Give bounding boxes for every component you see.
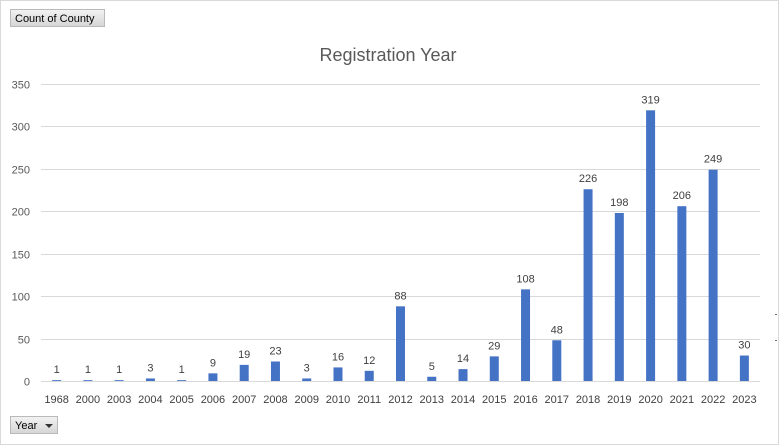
- bar-2017[interactable]: [552, 340, 562, 381]
- year-field-label: Year: [15, 420, 38, 432]
- x-tick-label: 2013: [420, 394, 444, 406]
- bar-2020[interactable]: [646, 110, 656, 381]
- data-label-2013: 5: [429, 361, 435, 373]
- x-tick-label: 2021: [670, 394, 694, 406]
- data-label-2012: 88: [394, 290, 406, 302]
- dropdown-arrow-icon: [45, 424, 53, 428]
- data-label-2023: 30: [738, 340, 750, 352]
- bar-2014[interactable]: [458, 369, 468, 381]
- bar-2022[interactable]: [708, 169, 718, 381]
- bar-2005[interactable]: [177, 380, 187, 381]
- bar-2013[interactable]: [427, 376, 437, 381]
- x-tick-label: 2003: [107, 394, 131, 406]
- x-tick-label: 2020: [638, 394, 662, 406]
- x-tick-label: 2010: [326, 394, 350, 406]
- count-of-county-field-button[interactable]: Count of County: [10, 9, 105, 27]
- bar-2007[interactable]: [239, 364, 249, 381]
- gridlines: [41, 84, 760, 382]
- bar-2003[interactable]: [114, 380, 124, 381]
- bar-2006[interactable]: [208, 373, 218, 381]
- x-tick-label: 2006: [201, 394, 225, 406]
- bar-2021[interactable]: [677, 206, 687, 381]
- bar-2019[interactable]: [614, 212, 624, 381]
- data-label-2020: 319: [641, 94, 659, 106]
- x-tick-label: 2005: [169, 394, 193, 406]
- selection-handle-icon: [775, 340, 777, 341]
- x-tick-label: 2023: [732, 394, 756, 406]
- bar-2004[interactable]: [145, 378, 155, 381]
- data-label-2016: 108: [516, 273, 534, 285]
- year-field-button[interactable]: Year: [10, 416, 58, 434]
- bar-1968[interactable]: [52, 380, 62, 381]
- selection-handle-icon: [775, 314, 777, 315]
- y-tick-label: 350: [12, 80, 30, 92]
- data-label-2011: 12: [363, 355, 375, 367]
- data-label-2010: 16: [332, 351, 344, 363]
- data-label-2005: 1: [179, 364, 185, 376]
- x-tick-label: 2009: [294, 394, 318, 406]
- y-tick-label: 150: [12, 250, 30, 262]
- x-tick-label: 2022: [701, 394, 725, 406]
- bar-2010[interactable]: [333, 367, 343, 381]
- bar-2015[interactable]: [489, 356, 499, 381]
- data-label-2017: 48: [551, 324, 563, 336]
- data-label-2015: 29: [488, 340, 500, 352]
- x-tick-label: 2015: [482, 394, 506, 406]
- x-tick-label: 2007: [232, 394, 256, 406]
- bar-2008[interactable]: [270, 361, 280, 381]
- x-axis-tick-labels: 1968 2000 2003 2004 2005 2006 2007 2008 2009 2010…: [44, 394, 756, 406]
- data-label-2018: 226: [579, 173, 597, 185]
- y-tick-label: 200: [12, 207, 30, 219]
- data-label-2009: 3: [304, 362, 310, 374]
- x-tick-label: 2008: [263, 394, 287, 406]
- bar-2016[interactable]: [521, 289, 531, 381]
- x-tick-label: 1968: [44, 394, 68, 406]
- data-label-2008: 23: [269, 345, 281, 357]
- bar-2018[interactable]: [583, 189, 593, 381]
- data-label-2014: 14: [457, 353, 469, 365]
- bar-2011[interactable]: [364, 370, 374, 381]
- data-label-2021: 206: [673, 190, 691, 202]
- chart-title: Registration Year: [319, 45, 456, 65]
- bar-2000[interactable]: [83, 380, 93, 381]
- x-tick-label: 2000: [76, 394, 100, 406]
- y-axis-tick-labels: 0 50 100 150 200 250 300 350: [12, 80, 30, 389]
- x-tick-label: 2016: [513, 394, 537, 406]
- x-tick-label: 2017: [545, 394, 569, 406]
- y-tick-label: 250: [12, 165, 30, 177]
- y-tick-label: 50: [18, 335, 30, 347]
- x-tick-label: 2012: [388, 394, 412, 406]
- bars: [52, 110, 749, 381]
- y-tick-label: 0: [24, 377, 30, 389]
- x-tick-label: 2004: [138, 394, 162, 406]
- x-tick-label: 2019: [607, 394, 631, 406]
- data-label-2022: 249: [704, 154, 722, 166]
- x-tick-label: 2018: [576, 394, 600, 406]
- data-label-2004: 3: [147, 362, 153, 374]
- data-label-2006: 9: [210, 357, 216, 369]
- bar-2009[interactable]: [302, 378, 312, 381]
- data-label-1968: 1: [54, 364, 60, 376]
- y-tick-label: 300: [12, 122, 30, 134]
- y-tick-label: 100: [12, 292, 30, 304]
- data-label-2007: 19: [238, 349, 250, 361]
- bar-2012[interactable]: [396, 306, 405, 381]
- data-label-2003: 1: [116, 364, 122, 376]
- data-label-2000: 1: [85, 364, 91, 376]
- x-tick-label: 2011: [357, 394, 381, 406]
- bar-2023[interactable]: [739, 355, 749, 381]
- x-tick-label: 2014: [451, 394, 475, 406]
- data-label-2019: 198: [610, 197, 628, 209]
